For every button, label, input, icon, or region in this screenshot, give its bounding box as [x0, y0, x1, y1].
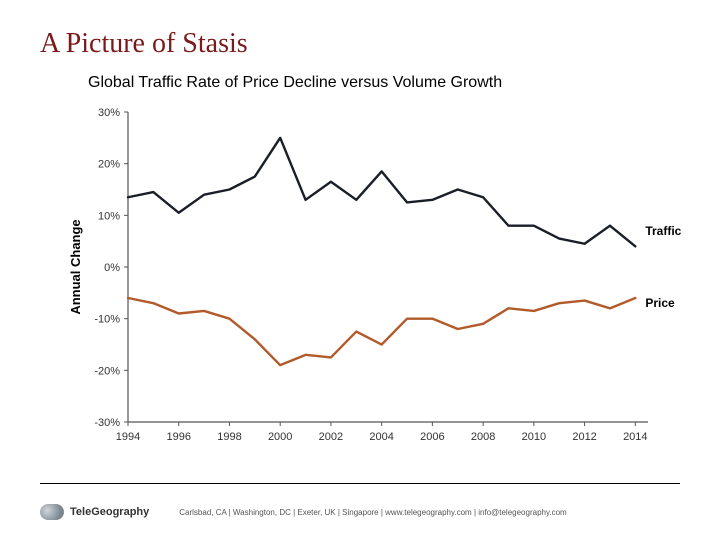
- svg-text:2012: 2012: [572, 431, 596, 443]
- svg-text:-20%: -20%: [94, 365, 120, 377]
- svg-text:20%: 20%: [98, 159, 120, 171]
- svg-text:-10%: -10%: [94, 314, 120, 326]
- svg-text:2000: 2000: [268, 431, 292, 443]
- svg-text:10%: 10%: [98, 210, 120, 222]
- page-title: A Picture of Stasis: [40, 28, 680, 60]
- svg-text:2006: 2006: [420, 431, 444, 443]
- svg-text:1994: 1994: [116, 431, 140, 443]
- svg-text:2010: 2010: [522, 431, 546, 443]
- footer: TeleGeography Carlsbad, CA | Washington,…: [40, 504, 680, 520]
- svg-text:1996: 1996: [166, 431, 190, 443]
- footer-text: Carlsbad, CA | Washington, DC | Exeter, …: [179, 508, 680, 517]
- chart-container: 30% 20% 10% 0% -10% -20% -30% 1994 1996 1998 2000 2…: [60, 102, 660, 452]
- svg-text:2002: 2002: [319, 431, 343, 443]
- slide: A Picture of Stasis Global Traffic Rate …: [0, 0, 720, 540]
- svg-text:30%: 30%: [98, 107, 120, 119]
- svg-text:0%: 0%: [104, 262, 120, 274]
- logo-text: TeleGeography: [70, 506, 149, 518]
- svg-text:2004: 2004: [369, 431, 393, 443]
- svg-text:Price: Price: [645, 296, 675, 310]
- logo: TeleGeography: [40, 504, 149, 520]
- svg-text:2014: 2014: [623, 431, 647, 443]
- svg-text:Traffic: Traffic: [645, 224, 681, 238]
- globe-icon: [40, 504, 64, 520]
- svg-text:-30%: -30%: [94, 417, 120, 429]
- svg-text:Annual Change: Annual Change: [68, 219, 83, 314]
- footer-divider: [40, 483, 680, 484]
- chart-subtitle: Global Traffic Rate of Price Decline ver…: [88, 74, 680, 92]
- svg-text:2008: 2008: [471, 431, 495, 443]
- line-chart: 30% 20% 10% 0% -10% -20% -30% 1994 1996 1998 2000 2…: [60, 102, 706, 452]
- svg-text:1998: 1998: [217, 431, 241, 443]
